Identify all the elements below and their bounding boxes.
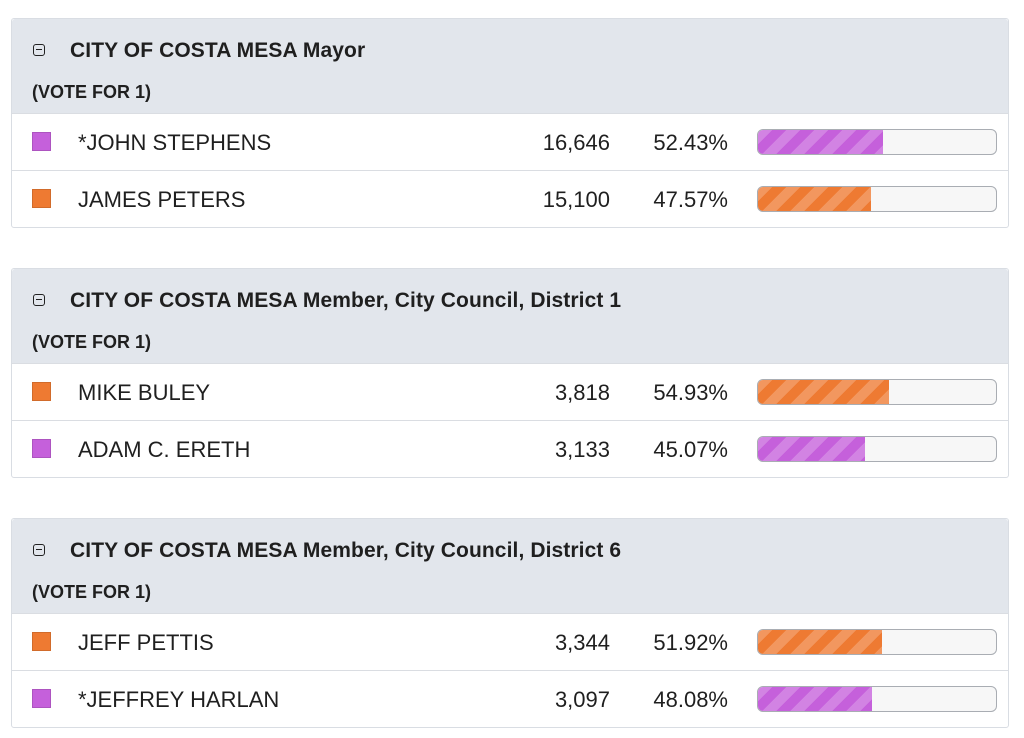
- party-color-swatch: [32, 689, 51, 708]
- collapse-minus-icon[interactable]: [33, 544, 45, 556]
- race-header: CITY OF COSTA MESA Mayor (VOTE FOR 1): [12, 19, 1008, 113]
- vote-share-bar: [757, 379, 997, 405]
- party-color-swatch: [32, 189, 51, 208]
- vote-percent: 54.93%: [653, 380, 728, 405]
- race-header: CITY OF COSTA MESA Member, City Council,…: [12, 269, 1008, 363]
- candidate-name: MIKE BULEY: [78, 380, 211, 405]
- vote-percent: 48.08%: [653, 687, 728, 712]
- party-color-swatch: [32, 382, 51, 401]
- vote-share-bar: [757, 186, 997, 212]
- vote-share-bar-fill: [758, 630, 882, 654]
- vote-for-label: (VOTE FOR 1): [32, 582, 152, 602]
- race-title: CITY OF COSTA MESA Mayor: [70, 39, 366, 62]
- race-card-district-6: CITY OF COSTA MESA Member, City Council,…: [11, 518, 1009, 728]
- candidate-name: JAMES PETERS: [78, 187, 246, 212]
- vote-share-bar-fill: [758, 130, 883, 154]
- vote-percent: 45.07%: [653, 437, 728, 462]
- candidate-name: JEFF PETTIS: [78, 630, 214, 655]
- vote-share-bar: [757, 436, 997, 462]
- candidate-row: JAMES PETERS 15,100 47.57%: [12, 170, 1008, 227]
- vote-count: 3,818: [554, 380, 610, 405]
- candidate-name: *JEFFREY HARLAN: [78, 687, 280, 712]
- party-color-swatch: [32, 439, 51, 458]
- candidate-row: *JOHN STEPHENS 16,646 52.43%: [12, 113, 1008, 170]
- race-card-district-1: CITY OF COSTA MESA Member, City Council,…: [11, 268, 1009, 478]
- race-header: CITY OF COSTA MESA Member, City Council,…: [12, 519, 1008, 613]
- vote-count: 15,100: [542, 187, 610, 212]
- vote-share-bar-fill: [758, 187, 872, 211]
- vote-for-label: (VOTE FOR 1): [32, 332, 152, 352]
- candidate-row: ADAM C. ERETH 3,133 45.07%: [12, 420, 1008, 477]
- vote-count: 16,646: [542, 130, 610, 155]
- vote-share-bar-fill: [758, 437, 866, 461]
- vote-count: 3,097: [554, 687, 610, 712]
- candidate-row: JEFF PETTIS 3,344 51.92%: [12, 613, 1008, 670]
- vote-share-bar-fill: [758, 380, 889, 404]
- vote-for-label: (VOTE FOR 1): [32, 82, 152, 102]
- collapse-minus-icon[interactable]: [33, 294, 45, 306]
- race-card-mayor: CITY OF COSTA MESA Mayor (VOTE FOR 1) *J…: [11, 18, 1009, 228]
- candidate-name: *JOHN STEPHENS: [78, 130, 272, 155]
- vote-percent: 47.57%: [653, 187, 728, 212]
- race-title: CITY OF COSTA MESA Member, City Council,…: [70, 289, 622, 312]
- vote-count: 3,133: [554, 437, 610, 462]
- vote-count: 3,344: [554, 630, 610, 655]
- collapse-minus-icon[interactable]: [33, 44, 45, 56]
- candidate-row: MIKE BULEY 3,818 54.93%: [12, 363, 1008, 420]
- vote-share-bar-fill: [758, 687, 873, 711]
- vote-share-bar: [757, 686, 997, 712]
- party-color-swatch: [32, 132, 51, 151]
- vote-share-bar: [757, 129, 997, 155]
- vote-share-bar: [757, 629, 997, 655]
- party-color-swatch: [32, 632, 51, 651]
- candidate-row: *JEFFREY HARLAN 3,097 48.08%: [12, 670, 1008, 727]
- race-title: CITY OF COSTA MESA Member, City Council,…: [70, 539, 622, 562]
- vote-percent: 52.43%: [653, 130, 728, 155]
- vote-percent: 51.92%: [653, 630, 728, 655]
- candidate-name: ADAM C. ERETH: [78, 437, 251, 462]
